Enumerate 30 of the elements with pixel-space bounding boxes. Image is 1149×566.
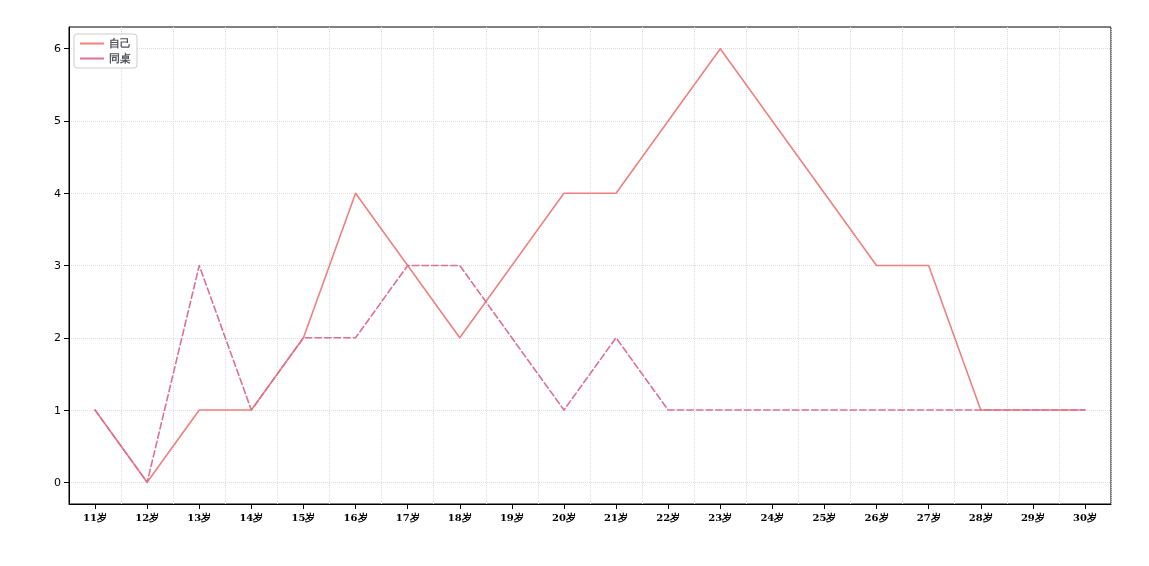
x-tick-label: 20岁	[551, 511, 576, 523]
x-tick-label: 13岁	[187, 511, 212, 523]
y-tick-label: 1	[54, 403, 61, 417]
x-tick-label: 19岁	[499, 511, 524, 523]
x-tick-label: 21岁	[604, 511, 629, 523]
y-tick-label: 2	[54, 331, 61, 345]
x-tick-label: 30岁	[1072, 511, 1097, 523]
x-tick-label: 18岁	[447, 511, 472, 523]
x-tick-label: 16岁	[343, 511, 368, 523]
legend-label: 自己	[109, 37, 131, 50]
legend-label: 同桌	[109, 52, 131, 65]
x-tick-label: 27岁	[916, 511, 941, 523]
x-tick-label: 25岁	[812, 511, 837, 523]
y-tick-label: 6	[54, 42, 61, 56]
x-tick-label: 29岁	[1020, 511, 1045, 523]
y-tick-label: 4	[54, 186, 61, 200]
y-tick-label: 5	[54, 114, 61, 128]
line-series	[94, 264, 1086, 484]
x-tick-label: 12岁	[135, 511, 160, 523]
x-tick-label: 26岁	[864, 511, 889, 523]
x-tick-label: 24岁	[760, 511, 785, 523]
y-tick-label: 0	[54, 475, 61, 489]
x-tick-label: 23岁	[708, 511, 733, 523]
x-tick-label: 22岁	[656, 511, 681, 523]
x-tick-label: 28岁	[968, 511, 993, 523]
x-tick-label: 15岁	[291, 511, 316, 523]
x-tick-label: 17岁	[395, 511, 420, 523]
x-tick-label: 11岁	[83, 511, 108, 523]
x-tick-label: 14岁	[239, 511, 264, 523]
y-tick-label: 3	[54, 259, 61, 272]
